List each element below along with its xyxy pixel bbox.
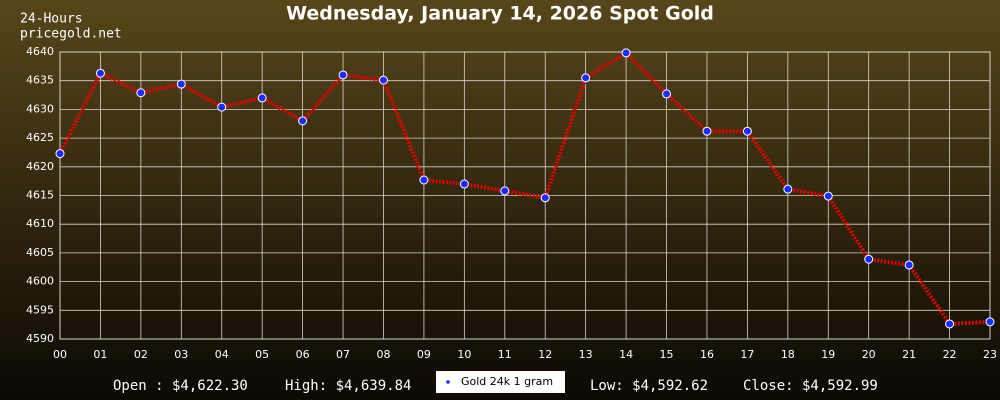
x-tick-label: 08 — [376, 348, 390, 361]
x-tick-label: 05 — [255, 348, 269, 361]
data-point — [95, 68, 105, 78]
legend-label: Gold 24k 1 gram — [461, 375, 553, 388]
data-point — [702, 126, 712, 136]
data-point — [742, 126, 752, 136]
y-tick-label: 4595 — [26, 303, 54, 316]
data-point — [621, 48, 631, 58]
data-point — [904, 260, 914, 270]
data-point — [298, 116, 308, 126]
data-point — [257, 93, 267, 103]
legend-marker — [446, 380, 450, 384]
x-tick-label: 22 — [943, 348, 957, 361]
data-point — [864, 254, 874, 264]
x-tick-label: 20 — [862, 348, 876, 361]
stat-label: High: $4,639.84 — [285, 378, 411, 394]
data-point — [217, 102, 227, 112]
y-tick-label: 4600 — [26, 275, 54, 288]
x-tick-label: 06 — [296, 348, 310, 361]
x-tick-label: 15 — [660, 348, 674, 361]
y-tick-label: 4590 — [26, 332, 54, 345]
data-point — [500, 186, 510, 196]
x-tick-label: 03 — [174, 348, 188, 361]
x-tick-label: 19 — [821, 348, 835, 361]
data-point — [540, 193, 550, 203]
x-tick-label: 01 — [93, 348, 107, 361]
data-point — [662, 89, 672, 99]
x-tick-label: 09 — [417, 348, 431, 361]
data-point — [338, 70, 348, 80]
x-tick-label: 23 — [983, 348, 997, 361]
y-tick-label: 4620 — [26, 160, 54, 173]
y-tick-label: 4635 — [26, 74, 54, 87]
x-tick-label: 02 — [134, 348, 148, 361]
y-tick-label: 4625 — [26, 131, 54, 144]
data-point — [783, 184, 793, 194]
x-tick-label: 00 — [53, 348, 67, 361]
data-point — [945, 319, 955, 329]
x-tick-label: 14 — [619, 348, 633, 361]
data-point — [419, 175, 429, 185]
x-tick-label: 12 — [538, 348, 552, 361]
data-point — [581, 73, 591, 83]
stat-label: Low: $4,592.62 — [590, 378, 708, 394]
y-tick-label: 4605 — [26, 246, 54, 259]
x-tick-label: 04 — [215, 348, 229, 361]
data-point — [985, 317, 995, 327]
data-point — [55, 149, 65, 159]
data-point — [378, 75, 388, 85]
subtitle: 24-Hours — [20, 12, 83, 27]
x-tick-label: 13 — [579, 348, 593, 361]
x-tick-label: 21 — [902, 348, 916, 361]
legend-box — [436, 371, 565, 393]
data-point — [823, 191, 833, 201]
x-tick-label: 11 — [498, 348, 512, 361]
y-tick-label: 4615 — [26, 189, 54, 202]
data-point — [136, 88, 146, 98]
stat-label: Close: $4,592.99 — [743, 378, 878, 394]
x-tick-label: 17 — [740, 348, 754, 361]
x-tick-label: 18 — [781, 348, 795, 361]
x-tick-label: 07 — [336, 348, 350, 361]
y-tick-label: 4610 — [26, 217, 54, 230]
subtitle: pricegold.net — [20, 27, 122, 42]
y-tick-label: 4630 — [26, 102, 54, 115]
stat-label: Open : $4,622.30 — [113, 378, 248, 394]
data-point — [176, 79, 186, 89]
chart-title: Wednesday, January 14, 2026 Spot Gold — [286, 3, 714, 25]
x-tick-label: 16 — [700, 348, 714, 361]
x-tick-label: 10 — [457, 348, 471, 361]
y-tick-label: 4640 — [26, 45, 54, 58]
series-line — [58, 50, 991, 327]
data-point — [459, 179, 469, 189]
